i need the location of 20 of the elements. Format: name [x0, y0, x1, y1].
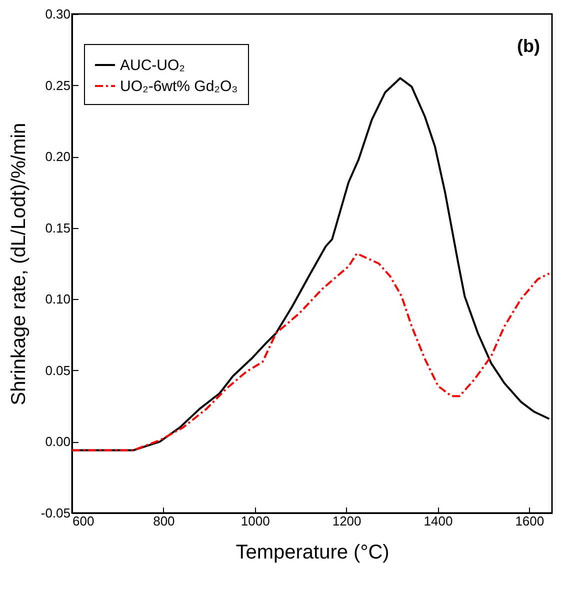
y-tick-label: 0.20	[45, 149, 70, 164]
annotation: (b)	[517, 36, 540, 56]
x-tick-label: 1000	[240, 514, 270, 528]
y-tick-label: 0.30	[45, 6, 70, 22]
x-axis-title: Temperature (°C)	[236, 542, 390, 564]
y-tick-label: 0.00	[45, 434, 70, 450]
legend-label: UO₂-6wt% Gd₂O₃	[120, 78, 238, 95]
y-tick-label: 0.10	[45, 292, 70, 307]
x-tick-label: 800	[153, 514, 175, 528]
y-tick-label: 0.15	[45, 220, 70, 236]
legend-label: AUC-UO₂	[120, 57, 186, 74]
y-axis-title: Shrinkage rate, (dL/Lodt)/%/min	[8, 122, 30, 406]
x-tick-label: 600	[72, 514, 94, 528]
y-tick-label: -0.05	[40, 506, 70, 520]
y-tick-label: 0.25	[45, 78, 70, 93]
y-tick-label: 0.05	[45, 362, 70, 378]
x-tick-label: 1400	[424, 514, 453, 528]
line-series	[71, 252, 550, 452]
x-tick-label: 1600	[515, 514, 544, 528]
x-tick-label: 1200	[332, 514, 362, 528]
